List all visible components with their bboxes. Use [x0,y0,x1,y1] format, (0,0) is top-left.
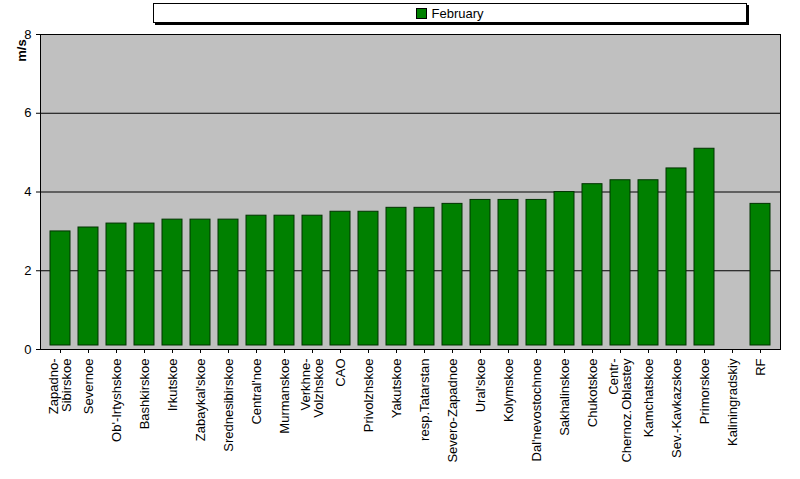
svg-text:Yakutskoe: Yakutskoe [389,359,404,419]
svg-text:Ob'-Irtyshskoe: Ob'-Irtyshskoe [109,359,124,442]
svg-text:m/s: m/s [14,39,29,61]
svg-text:Severnoe: Severnoe [81,359,96,415]
svg-text:Kamchatskoe: Kamchatskoe [641,359,656,438]
svg-text:RF: RF [753,358,768,375]
svg-text:Kolymskoe: Kolymskoe [501,359,516,423]
svg-text:6: 6 [24,105,31,120]
html-text:February: February [431,5,484,21]
svg-text:Centr-Chernoz.Oblastey: Centr-Chernoz.Oblastey [606,358,634,463]
svg-text:Verkhne-Volzhskoe: Verkhne-Volzhskoe [298,359,326,418]
svg-text:Bashkirskoe: Bashkirskoe [137,359,152,430]
svg-text:Murmanskoe: Murmanskoe [277,359,292,434]
svg-text:Zabaykal'skoe: Zabaykal'skoe [193,359,208,442]
svg-text:Sev.-Kavkazskoe: Sev.-Kavkazskoe [669,359,684,458]
svg-text:CAO: CAO [333,359,348,387]
svg-text:Dal'nevostochnoe: Dal'nevostochnoe [529,359,544,462]
svg-text:Sakhalinskoe: Sakhalinskoe [557,359,572,436]
svg-text:Privolzhskoe: Privolzhskoe [361,359,376,433]
svg-text:0: 0 [24,342,31,357]
svg-text:Irkutskoe: Irkutskoe [165,359,180,412]
svg-text:2: 2 [24,263,31,278]
svg-text:4: 4 [24,184,31,199]
svg-text:Srednesibirskoe: Srednesibirskoe [221,359,236,452]
svg-text:8: 8 [24,27,31,42]
svg-text:Primorskoe: Primorskoe [697,359,712,425]
svg-text:resp.Tatarstan: resp.Tatarstan [417,359,432,441]
svg-text:Central'noe: Central'noe [249,359,264,425]
svg-text:Severo-Zapadnoe: Severo-Zapadnoe [445,359,460,463]
svg-text:Ural'skoe: Ural'skoe [473,359,488,413]
svg-text:Kaliningradskiy: Kaliningradskiy [725,358,740,446]
svg-text:Zapadno-Sibirskoe: Zapadno-Sibirskoe [46,359,74,415]
svg-text:Chukotskoe: Chukotskoe [585,359,600,428]
